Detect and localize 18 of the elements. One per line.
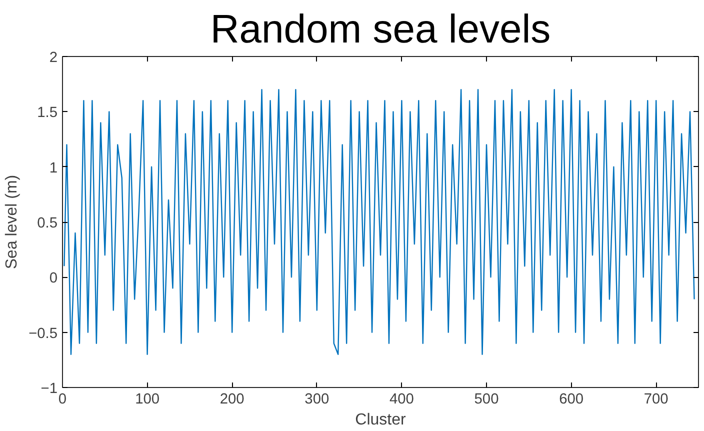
x-tick-label: 500 xyxy=(474,392,499,408)
x-tick-label: 700 xyxy=(644,392,668,408)
y-tick-label: 1 xyxy=(49,160,58,176)
x-tick-label: 300 xyxy=(304,392,330,408)
x-tick-label: 400 xyxy=(389,392,414,408)
y-tick-label: 0.5 xyxy=(37,216,58,232)
chart-title: Random sea levels xyxy=(210,8,551,52)
y-tick-label: 0 xyxy=(49,270,58,287)
x-tick-label: 200 xyxy=(220,392,244,408)
x-axis-title: Cluster xyxy=(355,412,407,428)
line-series xyxy=(64,89,695,355)
y-tick-label: −1 xyxy=(40,381,58,397)
x-tick-label: 600 xyxy=(559,392,584,408)
y-axis-title: Sea level (m) xyxy=(4,174,21,270)
x-tick-label: 100 xyxy=(135,392,160,408)
y-tick-label: 2 xyxy=(49,50,58,66)
y-tick-label: 1.5 xyxy=(37,105,58,122)
y-tick-label: −0.5 xyxy=(28,326,58,342)
